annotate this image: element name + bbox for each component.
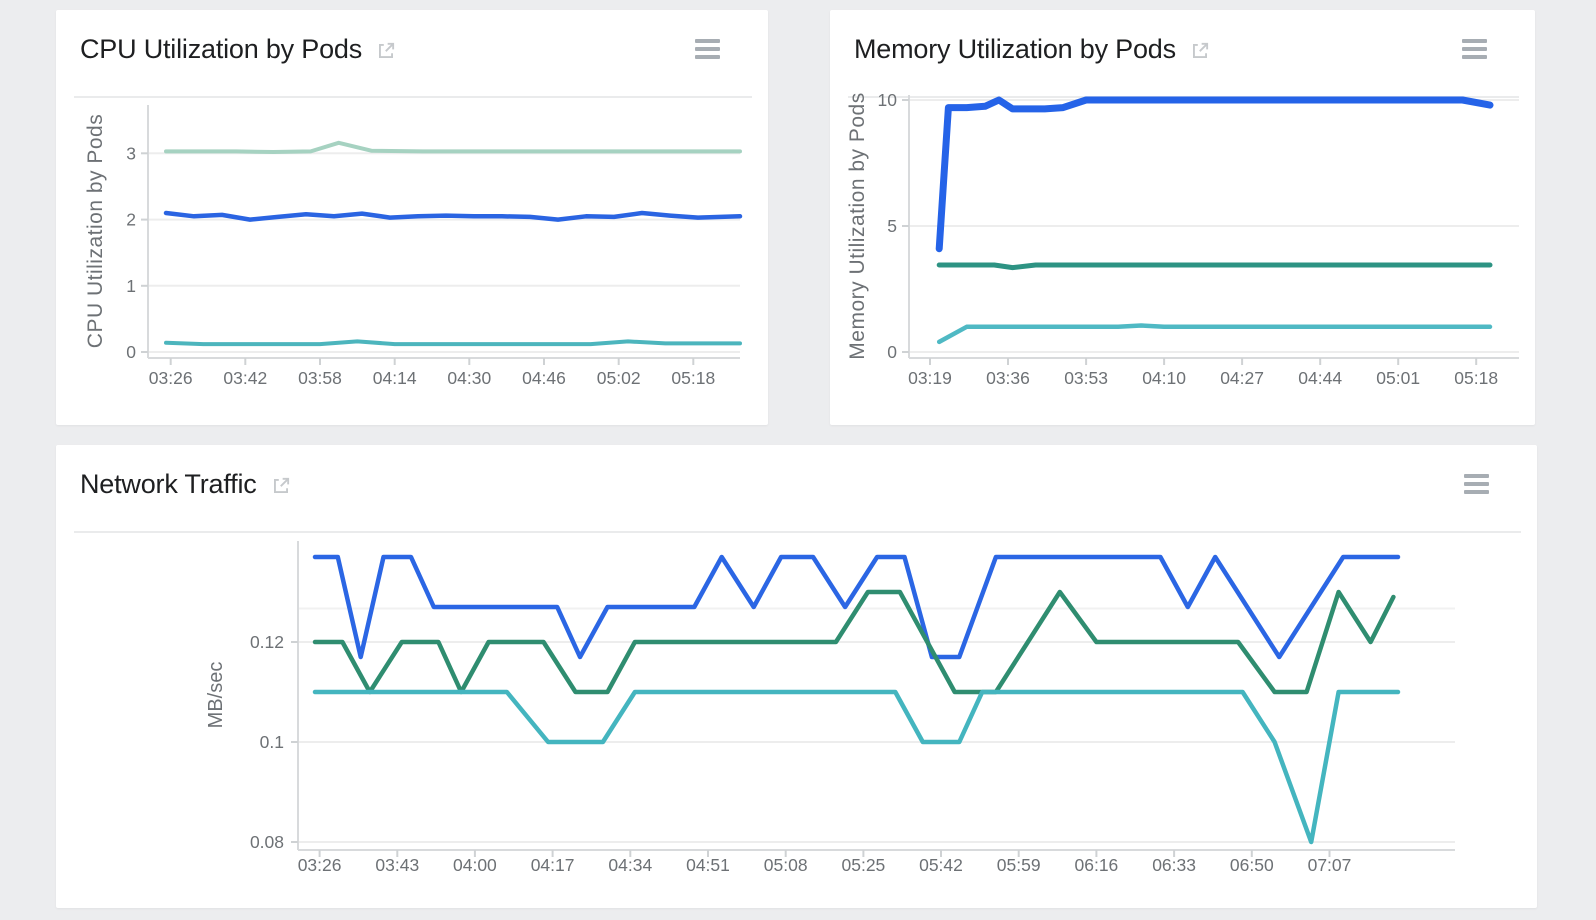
y-tick-label: 0.08 (250, 832, 284, 852)
x-tick-label: 05:25 (842, 855, 886, 875)
x-tick-label: 06:33 (1152, 855, 1196, 875)
x-tick-label: 04:14 (373, 368, 417, 388)
line-series-3 (936, 323, 1493, 345)
y-axis-title: Memory Utilization by Pods (846, 92, 869, 359)
y-tick-label: 3 (126, 143, 136, 163)
x-tick-label: 03:58 (298, 368, 342, 388)
x-tick-label: 03:26 (149, 368, 193, 388)
x-tick-label: 03:26 (298, 855, 342, 875)
open-in-new-icon[interactable] (270, 475, 292, 497)
line-series-1 (935, 96, 1494, 253)
memory-utilization-card: 0 5 10 03:19 03:36 03:53 04:10 04:27 04:44 05:01 0… (830, 10, 1535, 425)
line-series-2 (312, 589, 1396, 695)
line-series-1 (164, 140, 742, 154)
line-series-3 (164, 339, 742, 347)
x-tick-label: 05:08 (764, 855, 808, 875)
y-tick-label: 10 (878, 90, 898, 110)
y-tick-label: 5 (887, 216, 897, 236)
x-tick-label: 05:01 (1376, 368, 1420, 388)
x-tick-label: 04:30 (447, 368, 491, 388)
chart-menu-button[interactable] (1460, 466, 1493, 502)
x-tick-label: 03:36 (986, 368, 1030, 388)
x-tick-label: 05:59 (997, 855, 1041, 875)
network-traffic-card: 0.08 0.1 0.12 03:26 03:43 04:00 04:17 04:34 04:5… (56, 445, 1537, 908)
x-tick-label: 05:18 (671, 368, 715, 388)
card-header: CPU Utilization by Pods (56, 10, 768, 88)
x-tick-label: 06:16 (1075, 855, 1119, 875)
x-tick-label: 06:50 (1230, 855, 1274, 875)
line-series-3 (312, 689, 1401, 845)
open-in-new-icon[interactable] (375, 40, 397, 62)
x-tick-label: 04:10 (1142, 368, 1186, 388)
x-tick-label: 07:07 (1308, 855, 1352, 875)
x-tick-label: 05:02 (597, 368, 641, 388)
y-tick-label: 0.12 (250, 632, 284, 652)
chart-menu-button[interactable] (691, 31, 724, 67)
hamburger-menu-icon (695, 39, 720, 59)
chart-title: Memory Utilization by Pods (854, 33, 1176, 64)
cpu-utilization-card: 0 1 2 3 03:26 03:42 03:58 04:14 04:30 04:46 05:02 0… (56, 10, 768, 425)
hamburger-menu-icon (1462, 39, 1487, 59)
y-tick-label: 0 (126, 342, 136, 362)
x-tick-label: 04:00 (453, 855, 497, 875)
x-tick-label: 04:44 (1298, 368, 1342, 388)
line-series-2 (163, 210, 743, 222)
x-tick-label: 04:34 (608, 855, 652, 875)
x-tick-label: 04:17 (531, 855, 575, 875)
divider (74, 531, 1521, 533)
memory-chart-canvas[interactable]: 0 5 10 03:19 03:36 03:53 04:10 04:27 04:44 05:01 0… (830, 10, 1535, 425)
x-tick-label: 05:18 (1454, 368, 1498, 388)
network-chart-canvas[interactable]: 0.08 0.1 0.12 03:26 03:43 04:00 04:17 04:34 04:5… (56, 445, 1537, 908)
card-header: Memory Utilization by Pods (830, 10, 1535, 88)
y-tick-label: 0.1 (260, 732, 284, 752)
chart-title: CPU Utilization by Pods (80, 33, 363, 64)
x-tick-label: 03:42 (223, 368, 267, 388)
x-tick-label: 04:51 (686, 855, 730, 875)
chart-title: Network Traffic (80, 468, 257, 499)
line-series-2 (936, 262, 1493, 271)
cpu-chart-canvas[interactable]: 0 1 2 3 03:26 03:42 03:58 04:14 04:30 04:46 05:02 0… (56, 10, 768, 425)
x-tick-label: 05:42 (919, 855, 963, 875)
y-tick-label: 1 (126, 276, 136, 296)
card-header: Network Traffic (56, 445, 1537, 523)
y-tick-label: 2 (126, 210, 136, 230)
divider (74, 96, 752, 98)
x-tick-label: 03:53 (1064, 368, 1108, 388)
y-axis-title: MB/sec (205, 662, 227, 729)
chart-menu-button[interactable] (1458, 31, 1491, 67)
y-axis-title: CPU Utilization by Pods (84, 114, 107, 348)
x-tick-label: 03:43 (375, 855, 419, 875)
open-in-new-icon[interactable] (1189, 40, 1211, 62)
x-tick-label: 03:19 (908, 368, 952, 388)
y-tick-label: 0 (887, 342, 897, 362)
hamburger-menu-icon (1464, 474, 1489, 494)
line-series-1 (312, 554, 1401, 660)
x-tick-label: 04:46 (522, 368, 566, 388)
x-tick-label: 04:27 (1220, 368, 1264, 388)
